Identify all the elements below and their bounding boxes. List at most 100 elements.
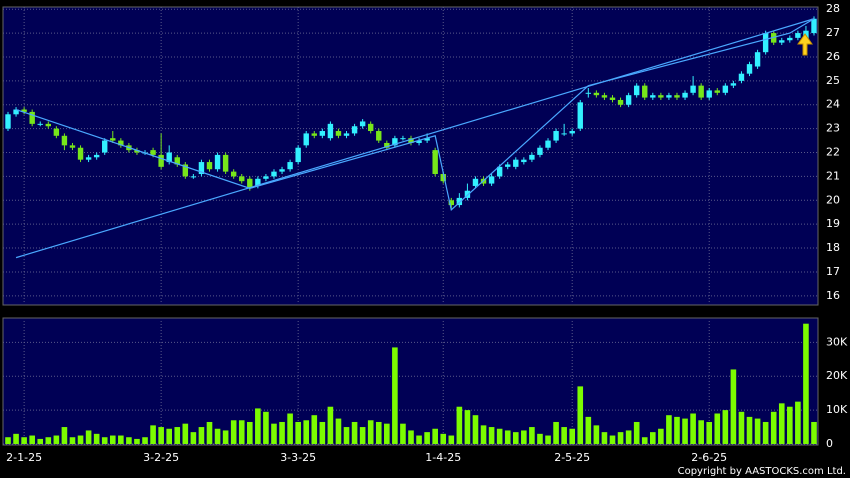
y-tick-label: 0 <box>826 437 833 450</box>
volume-bar <box>53 435 60 444</box>
candle-body <box>545 140 551 148</box>
volume-bar <box>601 432 608 444</box>
candle-body <box>134 150 140 153</box>
candle-body <box>658 95 664 98</box>
volume-bar <box>367 420 374 444</box>
volume-bar <box>795 401 801 444</box>
volume-bar <box>512 432 519 444</box>
candle-body <box>529 154 535 160</box>
candle-body <box>521 159 527 163</box>
candle-body <box>666 95 672 98</box>
volume-bar <box>359 427 366 444</box>
candle-body <box>37 123 43 125</box>
candle-body <box>295 147 301 163</box>
candle-body <box>13 109 19 115</box>
volume-bar <box>93 433 100 444</box>
volume-bar <box>303 420 310 444</box>
volume-bar <box>150 425 156 444</box>
candle-body <box>53 128 60 136</box>
volume-bar <box>190 432 197 444</box>
candle-body <box>537 147 543 155</box>
candle-body <box>762 33 769 53</box>
candle-body <box>642 85 648 98</box>
candle-body <box>29 111 35 124</box>
candle-body <box>811 18 817 34</box>
volume-bar <box>787 406 793 444</box>
volume-bar <box>529 427 535 444</box>
x-tick-label: 2-6-25 <box>691 451 727 464</box>
volume-bar <box>174 427 181 444</box>
y-tick-label: 18 <box>826 241 840 254</box>
volume-bar <box>206 421 213 444</box>
volume-bar <box>714 413 721 444</box>
candle-body <box>617 99 624 105</box>
candle-body <box>488 176 495 184</box>
candle-body <box>359 121 366 127</box>
candle-body <box>335 131 342 136</box>
volume-bar <box>109 435 116 444</box>
volume-bar <box>287 413 293 444</box>
trend-line <box>15 18 815 259</box>
volume-bar <box>134 438 140 444</box>
volume-bar <box>335 418 342 444</box>
volume-bar <box>247 421 253 444</box>
volume-bar <box>424 432 430 444</box>
volume-bar <box>238 420 245 444</box>
candle-body <box>416 140 422 143</box>
candle-body <box>206 162 213 170</box>
candle-body <box>214 154 221 170</box>
volume-bar <box>569 428 575 444</box>
volume-bar <box>5 437 11 444</box>
candle-body <box>779 40 785 43</box>
candle-body <box>327 123 334 139</box>
candle-body <box>376 131 382 141</box>
candle-body <box>45 123 51 127</box>
candle-body <box>440 174 446 182</box>
candle-body <box>593 92 600 96</box>
candle-body <box>795 33 801 38</box>
volume-bar <box>230 420 237 444</box>
candle-body <box>150 150 156 155</box>
y-tick-label: 26 <box>826 50 840 63</box>
trend-line <box>15 18 815 211</box>
candle-body <box>230 171 237 177</box>
candle-body <box>279 169 285 172</box>
volume-bar <box>803 323 809 444</box>
candle-body <box>222 154 229 172</box>
y-tick-label: 23 <box>826 122 840 135</box>
volume-bar <box>400 423 406 444</box>
candle-body <box>625 95 632 105</box>
volume-bar <box>29 435 35 444</box>
volume-bar <box>650 432 656 444</box>
x-tick-label: 3-2-25 <box>143 451 179 464</box>
x-tick-label: 2-5-25 <box>554 451 590 464</box>
candle-body <box>448 200 454 206</box>
candle-body <box>263 176 269 179</box>
volume-bar <box>561 427 567 444</box>
volume-bar <box>625 430 632 444</box>
candle-body <box>343 133 350 136</box>
volume-bar <box>778 403 785 444</box>
candle-body <box>513 159 519 167</box>
volume-bar <box>319 421 326 444</box>
candle-body <box>722 85 729 93</box>
candle-body <box>730 83 737 86</box>
volume-bar <box>61 427 68 444</box>
volume-bar <box>682 418 688 444</box>
volume-bar <box>770 411 777 444</box>
candle-body <box>569 131 575 134</box>
volume-bar <box>408 430 414 444</box>
y-tick-label: 17 <box>826 265 840 278</box>
candle-body <box>690 85 696 93</box>
volume-bar <box>85 430 92 444</box>
candle-body <box>432 150 438 175</box>
y-tick-label: 30K <box>826 335 848 348</box>
volume-bar <box>142 437 148 444</box>
candle-body <box>368 123 374 132</box>
candle-body <box>102 140 108 153</box>
volume-bar <box>456 406 463 444</box>
candle-body <box>110 138 116 141</box>
volume-bar <box>480 425 487 444</box>
volume-bar <box>255 408 261 444</box>
candle-body <box>577 102 583 129</box>
